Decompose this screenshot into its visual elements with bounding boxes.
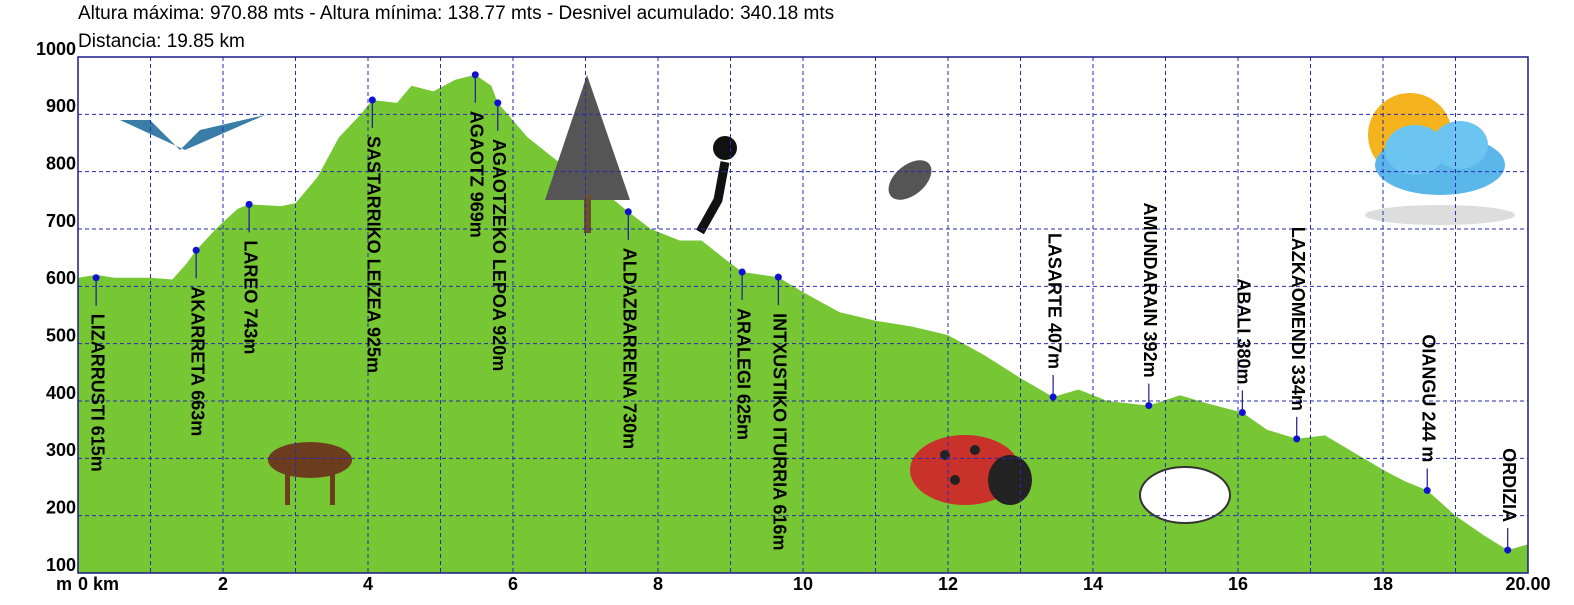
horse-icon [268,442,352,505]
waypoint-label: AGAOTZ 969m [467,111,487,238]
y-tick-label: 600 [46,268,76,288]
x-tick-label: 0 km [78,574,119,594]
waypoint-label: AMUNDARAIN 392m [1140,203,1160,378]
y-tick-label: 800 [46,153,76,173]
y-tick-label: 300 [46,440,76,460]
y-axis-label: m [56,574,72,594]
waypoint-label: AGAOTZEKO LEPOA 920m [489,139,509,371]
waypoint-label: SASTARRIKO LEIZEA 925m [364,136,384,373]
waypoint-marker [471,71,479,79]
x-tick-label: 4 [363,574,373,594]
y-tick-label: 100 [46,555,76,575]
waypoint-marker [245,200,253,208]
decorations [120,75,1515,524]
waypoint-marker [1145,402,1153,410]
y-tick-label: 500 [46,325,76,345]
waypoint-marker [1293,435,1301,443]
waypoint-marker [1504,546,1512,554]
waypoint-label: OIANGU 244 m [1418,334,1438,462]
waypoint-label: ORDIZIA [1499,448,1519,522]
x-tick-label: 16 [1228,574,1248,594]
x-tick-label: 6 [508,574,518,594]
chart-title: Altura máxima: 970.88 mts - Altura mínim… [78,3,834,24]
x-tick-label: 8 [653,574,663,594]
waypoint-label: ABALI 380m [1234,278,1254,384]
waypoint-label: ARALEGI 625m [733,308,753,440]
y-tick-label: 1000 [36,39,76,59]
waypoint-label: ALDAZBARRENA 730m [620,248,640,449]
waypoint-marker [1049,393,1057,401]
x-tick-label: 10 [793,574,813,594]
x-tick-label: 2 [218,574,228,594]
waypoint-label: INTXUSTIKO ITURRIA 616m [770,313,790,550]
waypoint-marker [1423,486,1431,494]
ladybug-icon [910,435,1032,505]
waypoint-label: LAREO 743m [240,240,260,354]
waypoint-label: AKARRETA 663m [187,286,207,436]
chart-subtitle: Distancia: 19.85 km [78,31,245,52]
waypoint-marker [368,96,376,104]
x-tick-label: 18 [1373,574,1393,594]
bird-icon [888,160,932,200]
waypoint-marker [738,268,746,276]
waypoint-marker [92,274,100,282]
hiker-icon [696,136,737,235]
waypoint-marker [1238,408,1246,416]
waypoint-marker [774,273,782,281]
sheep-icon [1139,466,1231,524]
tree-icon [545,75,630,233]
x-tick-label: 12 [938,574,958,594]
waypoint-label: LAZKAOMENDI 334m [1288,227,1308,411]
y-tick-label: 200 [46,497,76,517]
plot-border [77,56,1529,574]
waypoint-marker [494,99,502,107]
y-tick-label: 400 [46,383,76,403]
waypoint-label: LIZARRUSTI 615m [87,314,107,472]
x-tick-label: 14 [1083,574,1103,594]
butterfly-icon [120,115,265,150]
waypoint-marker [192,246,200,254]
waypoint-label: LASARTE 407m [1044,233,1064,369]
x-tick-label: 20.00 [1505,574,1550,594]
y-tick-label: 900 [46,96,76,116]
waypoint-marker [624,208,632,216]
y-tick-label: 700 [46,211,76,231]
sun-cloud-icon [1365,93,1515,225]
